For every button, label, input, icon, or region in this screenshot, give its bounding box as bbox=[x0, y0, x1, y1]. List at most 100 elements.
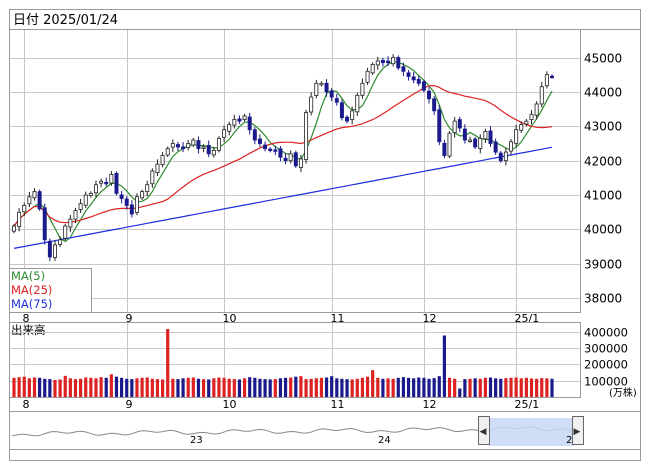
candle-body-15 bbox=[88, 192, 93, 196]
candle-body-5 bbox=[37, 191, 42, 210]
candle-body-18 bbox=[104, 181, 109, 185]
candle-body-78 bbox=[411, 76, 416, 81]
candle-body-65 bbox=[345, 116, 350, 122]
candle-body-100 bbox=[524, 120, 529, 125]
candle-body-14 bbox=[83, 194, 88, 206]
volume-bar-42 bbox=[227, 378, 231, 397]
navigator[interactable]: 23 24 2 ◀ ▶ bbox=[9, 411, 641, 450]
candle-body-7 bbox=[47, 240, 52, 258]
volume-bar-85 bbox=[447, 377, 452, 397]
candle-body-55 bbox=[293, 152, 298, 167]
volume-bar-67 bbox=[355, 378, 359, 397]
candle-body-66 bbox=[350, 110, 355, 120]
candle-body-45 bbox=[242, 115, 247, 120]
navigator-right-handle[interactable] bbox=[572, 416, 584, 445]
volume-tick-100000: 100000 bbox=[584, 375, 628, 389]
candle-body-41 bbox=[222, 129, 227, 138]
volume-bar-16 bbox=[94, 378, 98, 397]
volume-month-label-3: 11 bbox=[331, 398, 345, 411]
volume-bar-36 bbox=[196, 378, 201, 397]
candle-body-57 bbox=[304, 112, 309, 160]
volume-bar-41 bbox=[222, 377, 226, 397]
volume-month-label-4: 12 bbox=[423, 398, 437, 411]
volume-bar-13 bbox=[79, 378, 83, 397]
volume-bar-43 bbox=[232, 379, 236, 397]
volume-bar-54 bbox=[289, 377, 293, 397]
candle-body-23 bbox=[129, 204, 134, 215]
candle-body-85 bbox=[447, 132, 452, 157]
volume-bar-79 bbox=[417, 377, 421, 397]
candle-body-39 bbox=[211, 149, 216, 156]
volume-bar-33 bbox=[181, 378, 185, 397]
volume-bar-94 bbox=[494, 378, 498, 397]
candle-body-61 bbox=[324, 82, 329, 93]
candle-body-101 bbox=[529, 113, 534, 120]
volume-bar-83 bbox=[437, 376, 441, 397]
navigator-selection[interactable] bbox=[489, 418, 575, 446]
volume-bar-30 bbox=[166, 329, 170, 397]
candle-body-2 bbox=[22, 204, 27, 213]
candle-body-36 bbox=[196, 140, 201, 150]
navigator-left-handle[interactable] bbox=[478, 416, 490, 445]
volume-bar-27 bbox=[150, 378, 154, 397]
price-tick-45000: 45000 bbox=[584, 52, 622, 66]
candle-body-44 bbox=[237, 118, 242, 122]
volume-bar-37 bbox=[201, 379, 206, 397]
volume-bar-78 bbox=[412, 378, 416, 397]
volume-bar-77 bbox=[406, 377, 411, 397]
candle-body-25 bbox=[140, 191, 145, 199]
volume-bar-50 bbox=[268, 379, 272, 397]
volume-bar-12 bbox=[73, 379, 78, 397]
volume-bar-1 bbox=[17, 377, 21, 397]
volume-bar-80 bbox=[422, 377, 426, 397]
volume-bar-11 bbox=[68, 378, 72, 397]
candle-body-0 bbox=[12, 225, 16, 232]
candle-body-56 bbox=[298, 158, 303, 168]
volume-bar-47 bbox=[253, 377, 257, 397]
candle-body-80 bbox=[421, 81, 426, 91]
volume-bar-87 bbox=[458, 388, 462, 397]
volume-bar-68 bbox=[360, 377, 365, 397]
candle-body-97 bbox=[509, 141, 513, 152]
candle-body-75 bbox=[396, 57, 401, 69]
volume-bar-52 bbox=[278, 378, 283, 397]
candle-body-71 bbox=[375, 60, 380, 66]
candle-body-34 bbox=[186, 143, 191, 149]
price-tick-41000: 41000 bbox=[584, 189, 622, 203]
price-grid bbox=[10, 30, 580, 397]
volume-bar-92 bbox=[483, 377, 487, 397]
candle-body-26 bbox=[145, 184, 150, 193]
volume-bar-32 bbox=[176, 379, 180, 397]
candle-body-19 bbox=[109, 174, 114, 184]
candle-body-90 bbox=[473, 138, 478, 148]
candle-body-48 bbox=[257, 138, 262, 144]
volume-bar-61 bbox=[324, 377, 329, 397]
candle-body-87 bbox=[457, 119, 462, 129]
candle-body-8 bbox=[53, 244, 57, 258]
volume-bar-55 bbox=[294, 376, 298, 397]
volume-bar-74 bbox=[391, 378, 395, 397]
price-tick-43000: 43000 bbox=[584, 120, 622, 134]
volume-bar-65 bbox=[345, 379, 349, 397]
candle-body-98 bbox=[514, 129, 519, 144]
volume-bar-82 bbox=[432, 378, 436, 397]
volume-bar-28 bbox=[155, 379, 160, 397]
price-tick-44000: 44000 bbox=[584, 86, 622, 100]
candle-body-93 bbox=[488, 130, 493, 144]
candle-body-21 bbox=[119, 194, 124, 199]
candle-body-13 bbox=[78, 203, 83, 210]
candle-body-64 bbox=[339, 102, 344, 119]
candle-body-99 bbox=[519, 124, 524, 131]
candle-body-24 bbox=[134, 196, 139, 213]
candle-body-84 bbox=[442, 142, 447, 156]
volume-bar-14 bbox=[84, 377, 88, 397]
volume-y-axis: 100000 200000 300000 400000 bbox=[584, 326, 628, 389]
volume-bar-6 bbox=[43, 378, 47, 397]
price-month-label-0: 8 bbox=[23, 312, 30, 325]
volume-bar-60 bbox=[319, 377, 324, 397]
volume-bar-39 bbox=[212, 378, 216, 397]
candle-body-32 bbox=[175, 144, 180, 148]
candle-body-29 bbox=[160, 155, 165, 166]
price-month-label-2: 10 bbox=[223, 312, 237, 325]
candle-body-9 bbox=[58, 239, 63, 245]
